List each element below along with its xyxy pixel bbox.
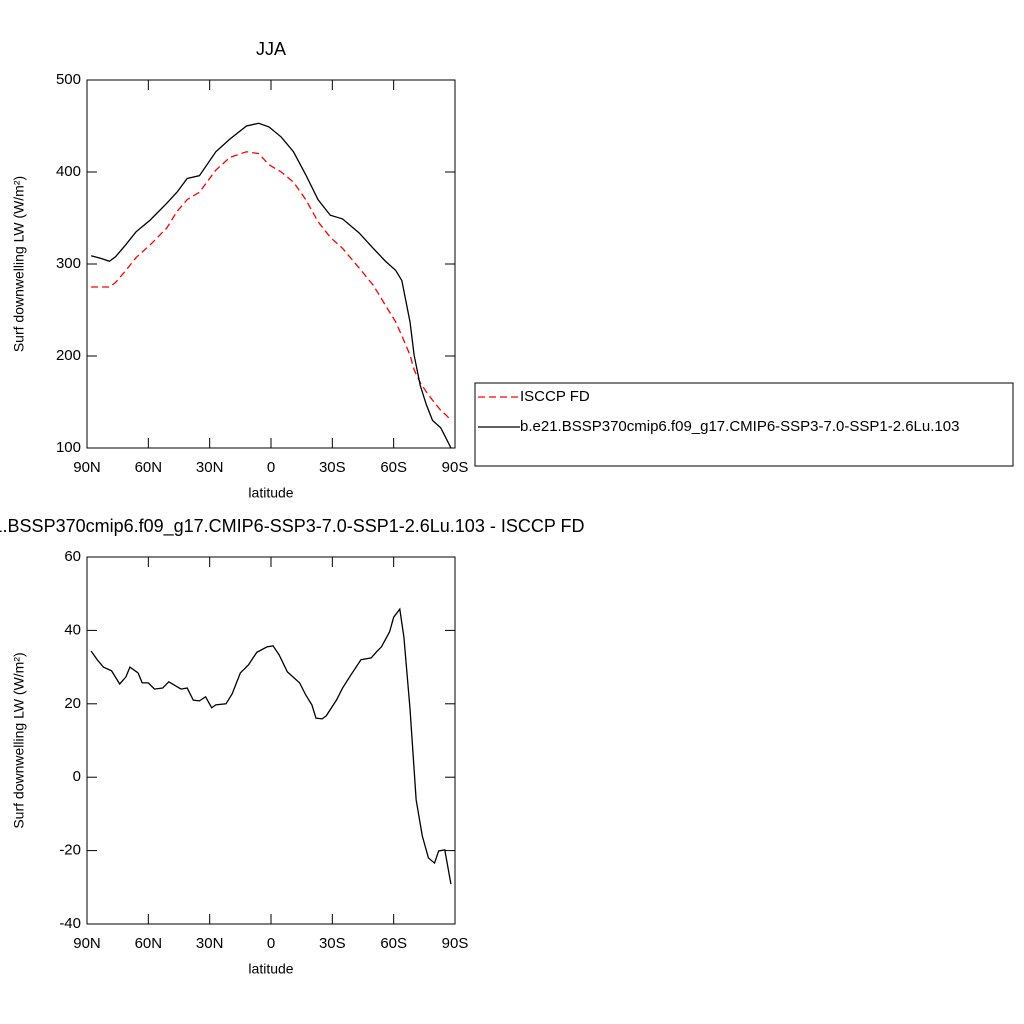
x-tick-label: 0 [267,459,275,476]
x-tick-label: 90S [442,459,469,476]
y-tick-label: 60 [64,548,81,565]
x-tick-label: 0 [267,935,275,952]
y-tick-label: 300 [56,255,81,272]
y-axis-label: Surf downwelling LW (W/m²) [11,652,27,828]
legend-label: ISCCP FD [520,388,590,405]
legend-label: b.e21.BSSP370cmip6.f09_g17.CMIP6-SSP3-7.… [520,418,959,435]
x-tick-label: 60S [380,459,407,476]
data-line [91,151,452,421]
y-tick-label: -20 [59,842,81,859]
data-line [90,607,452,885]
y-tick-label: 0 [73,768,81,785]
x-tick-label: 90S [442,935,469,952]
x-tick-label: 60N [135,935,163,952]
y-tick-label: 400 [56,163,81,180]
y-tick-label: 200 [56,347,81,364]
x-tick-label: 90N [73,935,101,952]
x-tick-label: 30S [319,459,346,476]
x-tick-label: 30S [319,935,346,952]
y-tick-label: 100 [56,439,81,456]
x-axis-label: latitude [248,485,293,501]
x-tick-label: 60N [135,459,163,476]
chart-title: b.e21.BSSP370cmip6.f09_g17.CMIP6-SSP3-7.… [0,516,585,537]
legend-box [474,382,1014,467]
data-line [90,122,452,449]
x-tick-label: 60S [380,935,407,952]
legend: ISCCP FD b.e21.BSSP370cmip6.f09_g17.CMIP6… [474,382,1014,467]
y-tick-label: 500 [56,71,81,88]
x-axis-label: latitude [248,961,293,977]
y-tick-label: 40 [64,621,81,638]
x-tick-label: 90N [73,459,101,476]
x-tick-label: 30N [196,935,224,952]
y-tick-label: 20 [64,695,81,712]
x-tick-label: 30N [196,459,224,476]
y-axis-label: Surf downwelling LW (W/m²) [11,176,27,352]
plot-frame [86,79,456,449]
chart-title: JJA [256,39,286,59]
y-tick-label: -40 [59,915,81,932]
